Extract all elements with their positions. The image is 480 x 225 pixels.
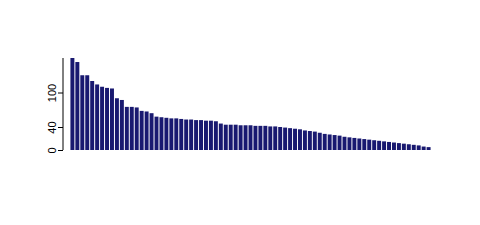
svg-text:40: 40 [46, 121, 58, 133]
svg-text:100: 100 [46, 84, 58, 102]
svg-text:0: 0 [46, 147, 58, 153]
